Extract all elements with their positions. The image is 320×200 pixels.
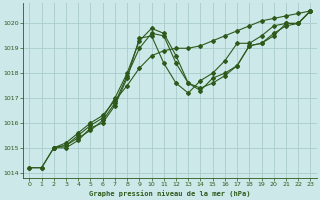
X-axis label: Graphe pression niveau de la mer (hPa): Graphe pression niveau de la mer (hPa) bbox=[89, 190, 251, 197]
